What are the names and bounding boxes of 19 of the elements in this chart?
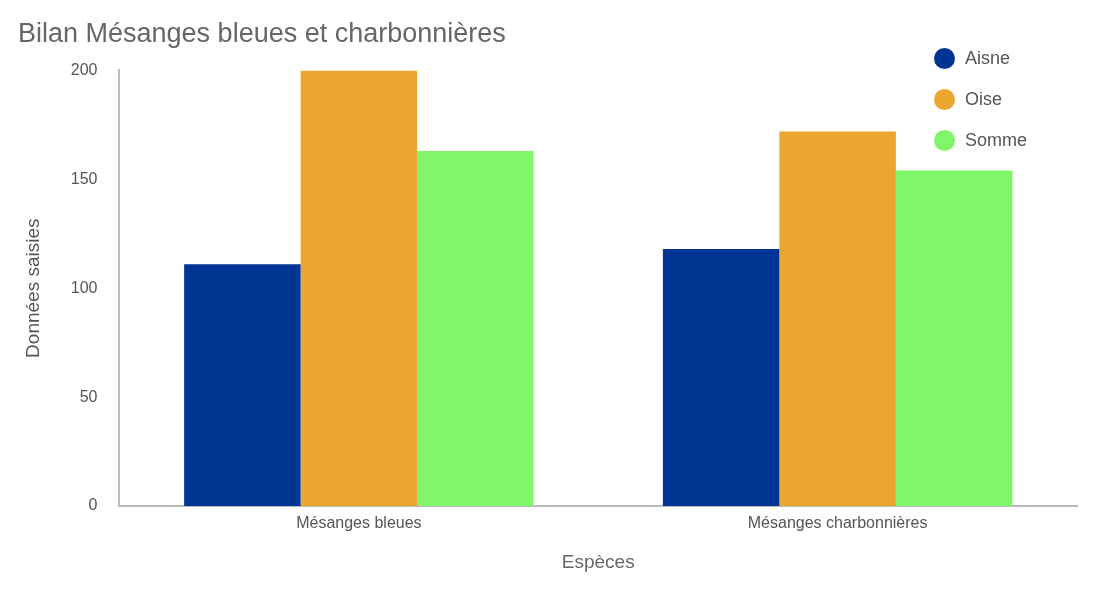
bar xyxy=(417,150,534,506)
bar xyxy=(662,249,780,506)
legend-label: Oise xyxy=(964,89,1002,110)
bar xyxy=(184,264,301,506)
x-tick-label: Mésanges charbonnières xyxy=(747,514,928,532)
chart-title: Bilan Mésanges bleues et charbonnières xyxy=(18,17,506,48)
bar xyxy=(895,170,1013,506)
x-axis-title: Espèces xyxy=(561,550,635,572)
bar xyxy=(300,70,418,506)
y-tick-label: 0 xyxy=(88,496,98,514)
x-tick-label: Mésanges bleues xyxy=(296,514,422,532)
legend-label: Aisne xyxy=(964,48,1011,69)
y-tick-label: 150 xyxy=(70,169,98,187)
y-tick-label: 200 xyxy=(70,60,98,78)
y-tick-label: 50 xyxy=(79,387,98,405)
legend-label: Somme xyxy=(964,130,1027,151)
y-tick-label: 100 xyxy=(70,278,98,296)
y-axis-title: Données saisies xyxy=(21,218,43,358)
bar xyxy=(779,131,896,506)
